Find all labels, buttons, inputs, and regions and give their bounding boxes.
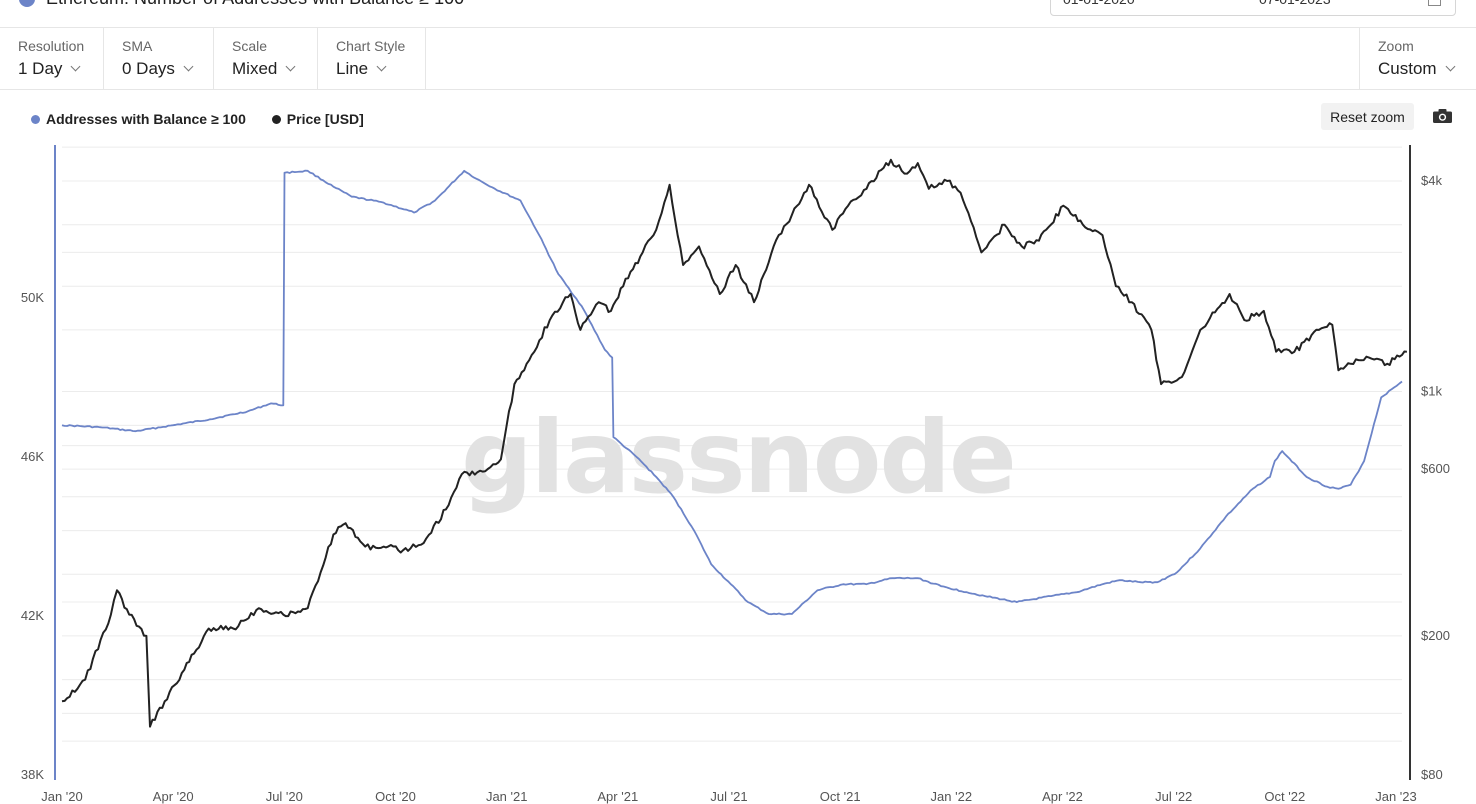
x-axis-tick-label: Jan '21 — [486, 789, 528, 804]
date-start[interactable]: 01-01-2020 — [1063, 0, 1135, 7]
resolution-select[interactable]: Resolution 1 Day — [0, 28, 104, 89]
chart-controls: Resolution 1 Day SMA 0 Days Scale Mixed … — [0, 28, 1476, 90]
x-axis-tick-label: Jan '20 — [41, 789, 83, 804]
right-axis-tick-label: $600 — [1421, 461, 1450, 476]
watermark: glassnode — [461, 399, 1015, 516]
chart-legend: Addresses with Balance ≥ 100 Price [USD] — [31, 111, 386, 127]
x-axis-tick-label: Oct '21 — [820, 789, 861, 804]
page-title: Ethereum: Number of Addresses with Balan… — [46, 0, 464, 9]
sma-value[interactable]: 0 Days — [122, 59, 194, 79]
zoom-label: Zoom — [1378, 38, 1414, 54]
left-axis-tick-label: 38K — [21, 767, 44, 782]
chart-style-select[interactable]: Chart Style Line — [318, 28, 426, 89]
title-bar: Ethereum: Number of Addresses with Balan… — [0, 0, 1476, 28]
grid-lines — [62, 146, 1402, 742]
chart-style-label: Chart Style — [336, 38, 406, 54]
camera-icon[interactable] — [1433, 109, 1452, 123]
left-axis-tick-label: 50K — [21, 290, 44, 305]
sma-label: SMA — [122, 38, 153, 54]
left-axis-tick-label: 42K — [21, 608, 44, 623]
right-axis-tick-label: $4k — [1421, 173, 1442, 188]
right-axis-tick-label: $1k — [1421, 384, 1442, 399]
left-axis-ticks: 38K 42K 46K 50K — [21, 290, 44, 782]
legend-item-addresses[interactable]: Addresses with Balance ≥ 100 — [31, 111, 246, 127]
x-axis-tick-label: Apr '22 — [1042, 789, 1083, 804]
zoom-select[interactable]: Zoom Custom — [1359, 28, 1476, 89]
chart-style-value[interactable]: Line — [336, 59, 387, 79]
x-axis-tick-label: Jul '21 — [710, 789, 747, 804]
series-line-addresses[interactable] — [61, 169, 1403, 616]
reset-zoom-button[interactable]: Reset zoom — [1321, 103, 1414, 130]
scale-select[interactable]: Scale Mixed — [214, 28, 318, 89]
x-axis-tick-label: Oct '20 — [375, 789, 416, 804]
right-axis-tick-label: $200 — [1421, 628, 1450, 643]
date-end[interactable]: 07-01-2023 — [1259, 0, 1331, 7]
x-axis-tick-label: Oct '22 — [1264, 789, 1305, 804]
right-axis-ticks: $80 $200 $600 $1k $4k — [1421, 173, 1450, 782]
info-icon[interactable] — [19, 0, 35, 7]
series-line-price[interactable] — [61, 158, 1407, 728]
scale-label: Scale — [232, 38, 268, 54]
x-axis-tick-label: Apr '20 — [153, 789, 194, 804]
resolution-label: Resolution — [18, 38, 85, 54]
x-axis-tick-label: Jan '22 — [931, 789, 973, 804]
zoom-value[interactable]: Custom — [1378, 59, 1456, 79]
resolution-value[interactable]: 1 Day — [18, 59, 81, 79]
x-axis-tick-label: Jul '22 — [1155, 789, 1192, 804]
legend-dot-price — [271, 115, 281, 124]
calendar-icon[interactable] — [1428, 0, 1441, 6]
legend-item-price[interactable]: Price [USD] — [271, 111, 364, 127]
date-range-picker[interactable]: 01-01-2020 07-01-2023 — [1050, 0, 1456, 16]
left-axis-tick-label: 46K — [21, 449, 44, 464]
x-axis-tick-label: Jan '23 — [1375, 789, 1417, 804]
x-axis-tick-label: Apr '21 — [597, 789, 638, 804]
right-axis-tick-label: $80 — [1421, 767, 1443, 782]
series-layer — [61, 158, 1407, 728]
x-axis-tick-label: Jul '20 — [266, 789, 303, 804]
legend-dot-addresses — [31, 115, 40, 124]
scale-value[interactable]: Mixed — [232, 59, 296, 79]
x-axis-ticks: Jan '20 Apr '20 Jul '20 Oct '20 Jan '21 Apr '… — [41, 789, 1417, 804]
sma-select[interactable]: SMA 0 Days — [104, 28, 214, 89]
